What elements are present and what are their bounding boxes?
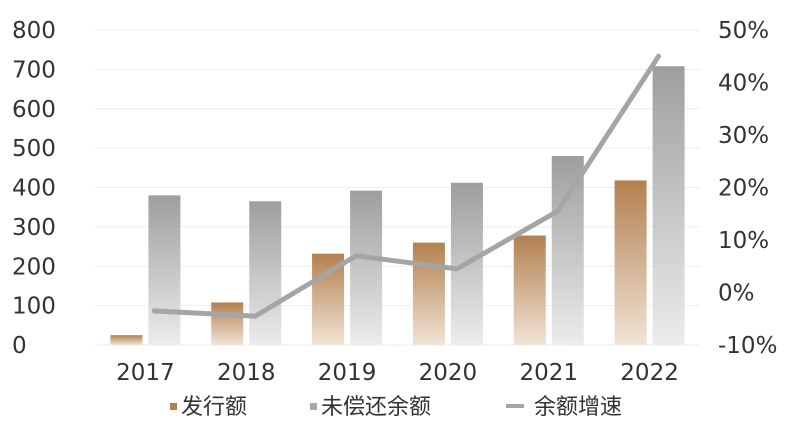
bar-issuance (211, 302, 244, 345)
y-left-tick-label: 700 (12, 57, 56, 83)
growth-line-layer (151, 53, 662, 319)
legend: 发行额 未偿还余额 余额增速 (170, 395, 622, 420)
x-axis: 2017 2018 2019 2020 2021 2022 (116, 360, 679, 386)
bar-outstanding (551, 156, 584, 345)
y-left-tick-label: 0 (12, 333, 27, 359)
bar-outstanding (148, 195, 181, 345)
legend-swatch (310, 403, 317, 410)
y-left-tick-label: 200 (12, 254, 56, 280)
bar-issuance (614, 180, 647, 345)
y-left-tick-label: 800 (12, 18, 56, 44)
legend-label: 发行额 (181, 395, 247, 420)
y-left-tick-label: 100 (12, 294, 56, 320)
y-right-tick-label: 50% (718, 18, 769, 44)
legend-label: 余额增速 (534, 395, 622, 420)
y-right-tick-label: 20% (718, 176, 769, 202)
y-right-tick-label: -10% (718, 333, 777, 359)
legend-label: 未偿还余额 (321, 395, 431, 420)
bars (110, 66, 685, 345)
y-left-tick-label: 400 (12, 176, 56, 202)
x-tick-label: 2018 (217, 360, 276, 386)
x-tick-label: 2019 (318, 360, 377, 386)
bar-outstanding (249, 201, 282, 345)
x-tick-label: 2020 (419, 360, 478, 386)
y-left-tick-label: 600 (12, 97, 56, 123)
y-left-tick-label: 500 (12, 136, 56, 162)
bar-issuance (110, 335, 143, 345)
y-right-tick-label: 30% (718, 123, 769, 149)
x-tick-label: 2021 (519, 360, 578, 386)
bar-issuance (513, 235, 546, 345)
y-axis-left: 0 100 200 300 400 500 600 700 800 (12, 18, 56, 359)
x-tick-label: 2017 (116, 360, 175, 386)
bar-outstanding (350, 190, 383, 345)
growth-line (151, 53, 662, 319)
y-right-tick-label: 40% (718, 71, 769, 97)
y-left-tick-label: 300 (12, 215, 56, 241)
y-axis-right: -10% 0% 10% 20% 30% 40% 50% (718, 18, 777, 359)
y-right-tick-label: 0% (718, 281, 755, 307)
bar-issuance (412, 242, 445, 345)
legend-swatch (170, 403, 177, 410)
y-right-tick-label: 10% (718, 228, 769, 254)
x-tick-label: 2022 (620, 360, 679, 386)
gridlines (95, 29, 700, 346)
bar-outstanding (652, 66, 685, 345)
